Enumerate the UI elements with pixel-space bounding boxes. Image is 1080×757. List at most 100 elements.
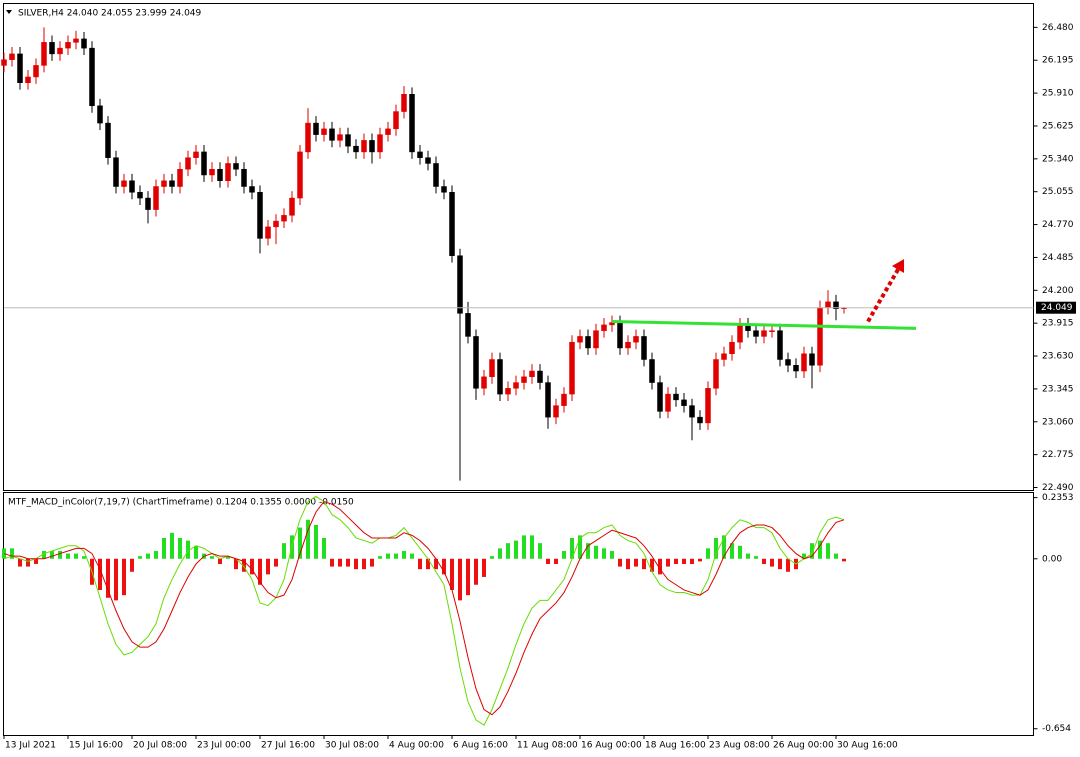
candle-body (761, 330, 767, 337)
histogram-bar (106, 558, 110, 598)
candle-body (433, 163, 439, 187)
histogram-bar (282, 543, 286, 559)
candle-body (153, 186, 159, 210)
histogram-bar (730, 543, 734, 559)
histogram-bar (706, 548, 710, 559)
histogram-bar (314, 524, 318, 559)
candle-body (289, 197, 295, 216)
candle-body (449, 192, 455, 256)
candle-body (369, 140, 375, 153)
candle-body (377, 134, 383, 153)
arrow-shaft (866, 268, 900, 323)
candle-body (233, 163, 239, 170)
y-tick-label: 23.060 (1042, 417, 1074, 427)
histogram-bar (378, 556, 382, 559)
histogram-bar (274, 558, 278, 567)
candle-body (537, 370, 543, 383)
histogram-bar (714, 537, 718, 559)
x-tick-label: 15 Jul 16:00 (69, 741, 123, 751)
y-tick-label: 24.485 (1042, 253, 1074, 263)
histogram-bar (778, 558, 782, 570)
candle-body (545, 382, 551, 418)
histogram-bar (50, 550, 54, 559)
histogram-bar (58, 550, 62, 559)
histogram-bar (74, 553, 78, 559)
trend-line (611, 319, 917, 330)
histogram-bar (834, 553, 838, 559)
histogram-bar (154, 550, 158, 559)
histogram-bar (610, 550, 614, 559)
candle-body (769, 330, 775, 332)
candle-body (9, 53, 15, 60)
histogram-bar (178, 537, 182, 559)
candle-body (521, 376, 527, 383)
candle-body (569, 341, 575, 395)
chart-title: SILVER,H4 24.040 24.055 23.999 24.049 (18, 9, 202, 19)
histogram-bar (2, 548, 6, 559)
histogram-bar (818, 540, 822, 559)
candle-body (81, 38, 87, 49)
y-tick-label: 24.770 (1042, 220, 1074, 230)
candle-body (457, 255, 463, 314)
candle-body (209, 168, 215, 176)
candle-body (57, 47, 63, 55)
histogram-bar (138, 556, 142, 559)
histogram-bar (210, 556, 214, 559)
candle-body (137, 192, 143, 199)
candle-body (41, 42, 47, 66)
candle-body (65, 42, 71, 49)
histogram-bar (10, 548, 14, 559)
histogram-bar (522, 535, 526, 559)
histogram-bar (562, 550, 566, 559)
histogram-bar (322, 537, 326, 559)
candle-body (505, 388, 511, 395)
y-tick-label: 0.00 (1042, 554, 1062, 564)
candle-body (113, 157, 119, 187)
candle-body (121, 180, 127, 187)
histogram-bar (450, 558, 454, 590)
histogram-bar (546, 558, 550, 564)
candle-body (817, 307, 823, 366)
histogram-bar (554, 558, 558, 564)
histogram-bar (306, 519, 310, 559)
candle-body (801, 353, 807, 372)
candle-body (737, 324, 743, 343)
candle-body (129, 180, 135, 193)
x-tick-label: 30 Jul 08:00 (325, 741, 379, 751)
y-tick-label: 23.345 (1042, 384, 1074, 394)
macd-line (3, 495, 845, 726)
histogram-bar (42, 550, 46, 559)
candle-body (481, 376, 487, 389)
histogram-bar (242, 558, 246, 572)
collapse-icon (6, 10, 12, 14)
histogram-bar (506, 543, 510, 559)
candle-body (473, 336, 479, 389)
candle-body (697, 416, 703, 424)
candle-body (145, 197, 151, 210)
histogram-bar (674, 558, 678, 564)
histogram-bar (346, 558, 350, 567)
candle-body (401, 94, 407, 112)
candle-body (265, 226, 271, 239)
y-tick-label: 26.480 (1042, 23, 1074, 33)
histogram-bar (466, 558, 470, 596)
histogram-bar (250, 558, 254, 575)
candle-body (249, 186, 255, 193)
histogram-bar (266, 558, 270, 575)
candle-body (329, 128, 335, 141)
x-tick-label: 16 Aug 00:00 (581, 741, 642, 751)
histogram-bar (194, 545, 198, 559)
x-tick-label: 18 Aug 16:00 (645, 741, 706, 751)
candle-body (305, 122, 311, 153)
candle-body (497, 359, 503, 395)
x-tick-label: 4 Aug 00:00 (389, 741, 444, 751)
candle-body (633, 336, 639, 343)
histogram-bar (218, 558, 222, 564)
candle-body (793, 365, 799, 372)
histogram-bar (626, 558, 630, 570)
candle-body (601, 324, 607, 331)
candle-body (681, 399, 687, 406)
candle-body (785, 359, 791, 366)
histogram-bar (658, 558, 662, 575)
